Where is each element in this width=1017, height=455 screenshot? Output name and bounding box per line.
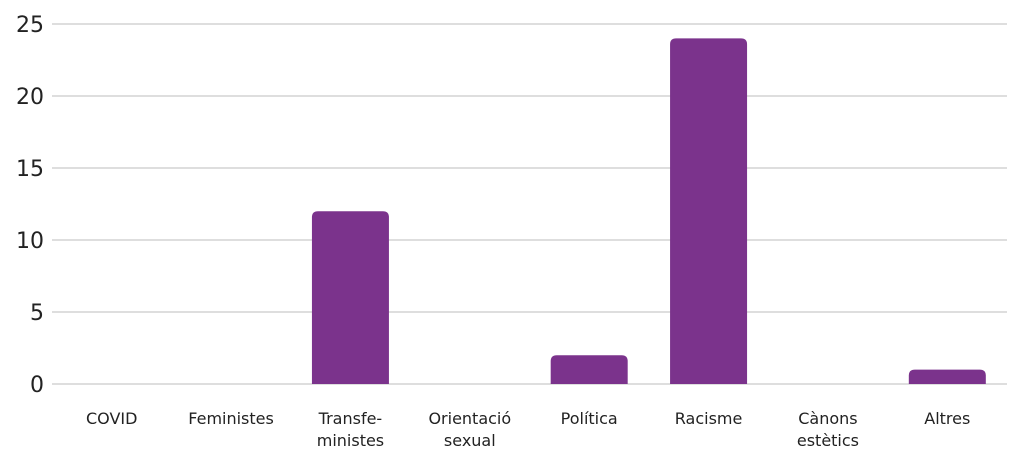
x-category-label: Orientació sexual	[428, 409, 511, 450]
x-category-label-line: Política	[561, 409, 618, 428]
y-axis-ticks: 0 5 10 15 20 25	[16, 13, 44, 398]
x-category-label: Cànons estètics	[797, 409, 859, 450]
x-category-label-line: Transfe-	[318, 409, 383, 428]
y-tick-label: 0	[30, 373, 44, 398]
x-category-label-line: ministes	[317, 431, 384, 450]
y-tick-label: 15	[16, 157, 44, 182]
bar-Altres	[908, 369, 986, 384]
x-category-label: Racisme	[675, 409, 743, 428]
x-category-label-line: estètics	[797, 431, 859, 450]
bars	[311, 38, 986, 385]
gridlines	[52, 23, 1007, 385]
x-category-label-line: COVID	[86, 409, 137, 428]
x-category-label: Feministes	[188, 409, 274, 428]
x-category-label: Transfe-ministes	[317, 409, 384, 450]
x-category-label-line: Orientació	[428, 409, 511, 428]
y-tick-label: 10	[16, 229, 44, 254]
x-category-label-line: Racisme	[675, 409, 743, 428]
x-category-label: COVID	[86, 409, 137, 428]
y-tick-label: 25	[16, 13, 44, 38]
x-axis-labels: COVID Feministes Transfe-ministes Orientaci…	[86, 409, 970, 450]
y-tick-label: 20	[16, 85, 44, 110]
y-tick-label: 5	[30, 301, 44, 326]
x-category-label: Altres	[924, 409, 970, 428]
x-category-label-line: Cànons	[798, 409, 857, 428]
x-category-label-line: sexual	[444, 431, 496, 450]
x-category-label-line: Feministes	[188, 409, 274, 428]
bar-Racisme	[670, 38, 748, 385]
x-category-label: Política	[561, 409, 618, 428]
bar-Política	[550, 355, 628, 384]
bar-Transfe- ministes	[311, 211, 389, 384]
x-category-label-line: Altres	[924, 409, 970, 428]
